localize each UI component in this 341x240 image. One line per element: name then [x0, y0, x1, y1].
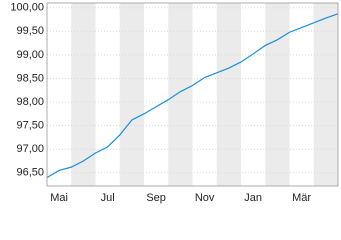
month-band: [119, 3, 144, 186]
page: 96,50 97,00 97,50 98,00 98,50 99,00 99,50 100,0…: [10, 1, 339, 204]
y-tick-label: 99,50: [16, 25, 44, 37]
y-tick-label: 97,50: [16, 120, 44, 132]
x-tick-label: Jul: [101, 192, 115, 204]
month-band: [168, 3, 193, 186]
x-tick-label: Nov: [195, 192, 215, 204]
price-line: [46, 13, 339, 179]
month-band: [265, 3, 290, 186]
y-tick-label: 100,00: [10, 2, 44, 14]
month-band: [216, 3, 241, 186]
y-tick-label: 99,00: [16, 49, 44, 61]
x-tick-label: Sep: [146, 192, 166, 204]
x-tick-label: Mär: [292, 192, 311, 204]
y-tick-label: 96,50: [16, 167, 44, 179]
plot-frame: [46, 2, 339, 187]
month-band: [71, 3, 96, 186]
y-tick-label: 98,00: [16, 96, 44, 108]
y-tick-label: 98,50: [16, 72, 44, 84]
x-tick-label: Mai: [50, 192, 68, 204]
x-tick-label: Jan: [244, 192, 262, 204]
month-band: [313, 3, 338, 186]
chart: 96,50 97,00 97,50 98,00 98,50 99,00 99,50 100,0…: [10, 2, 339, 204]
y-tick-label: 97,00: [16, 143, 44, 155]
